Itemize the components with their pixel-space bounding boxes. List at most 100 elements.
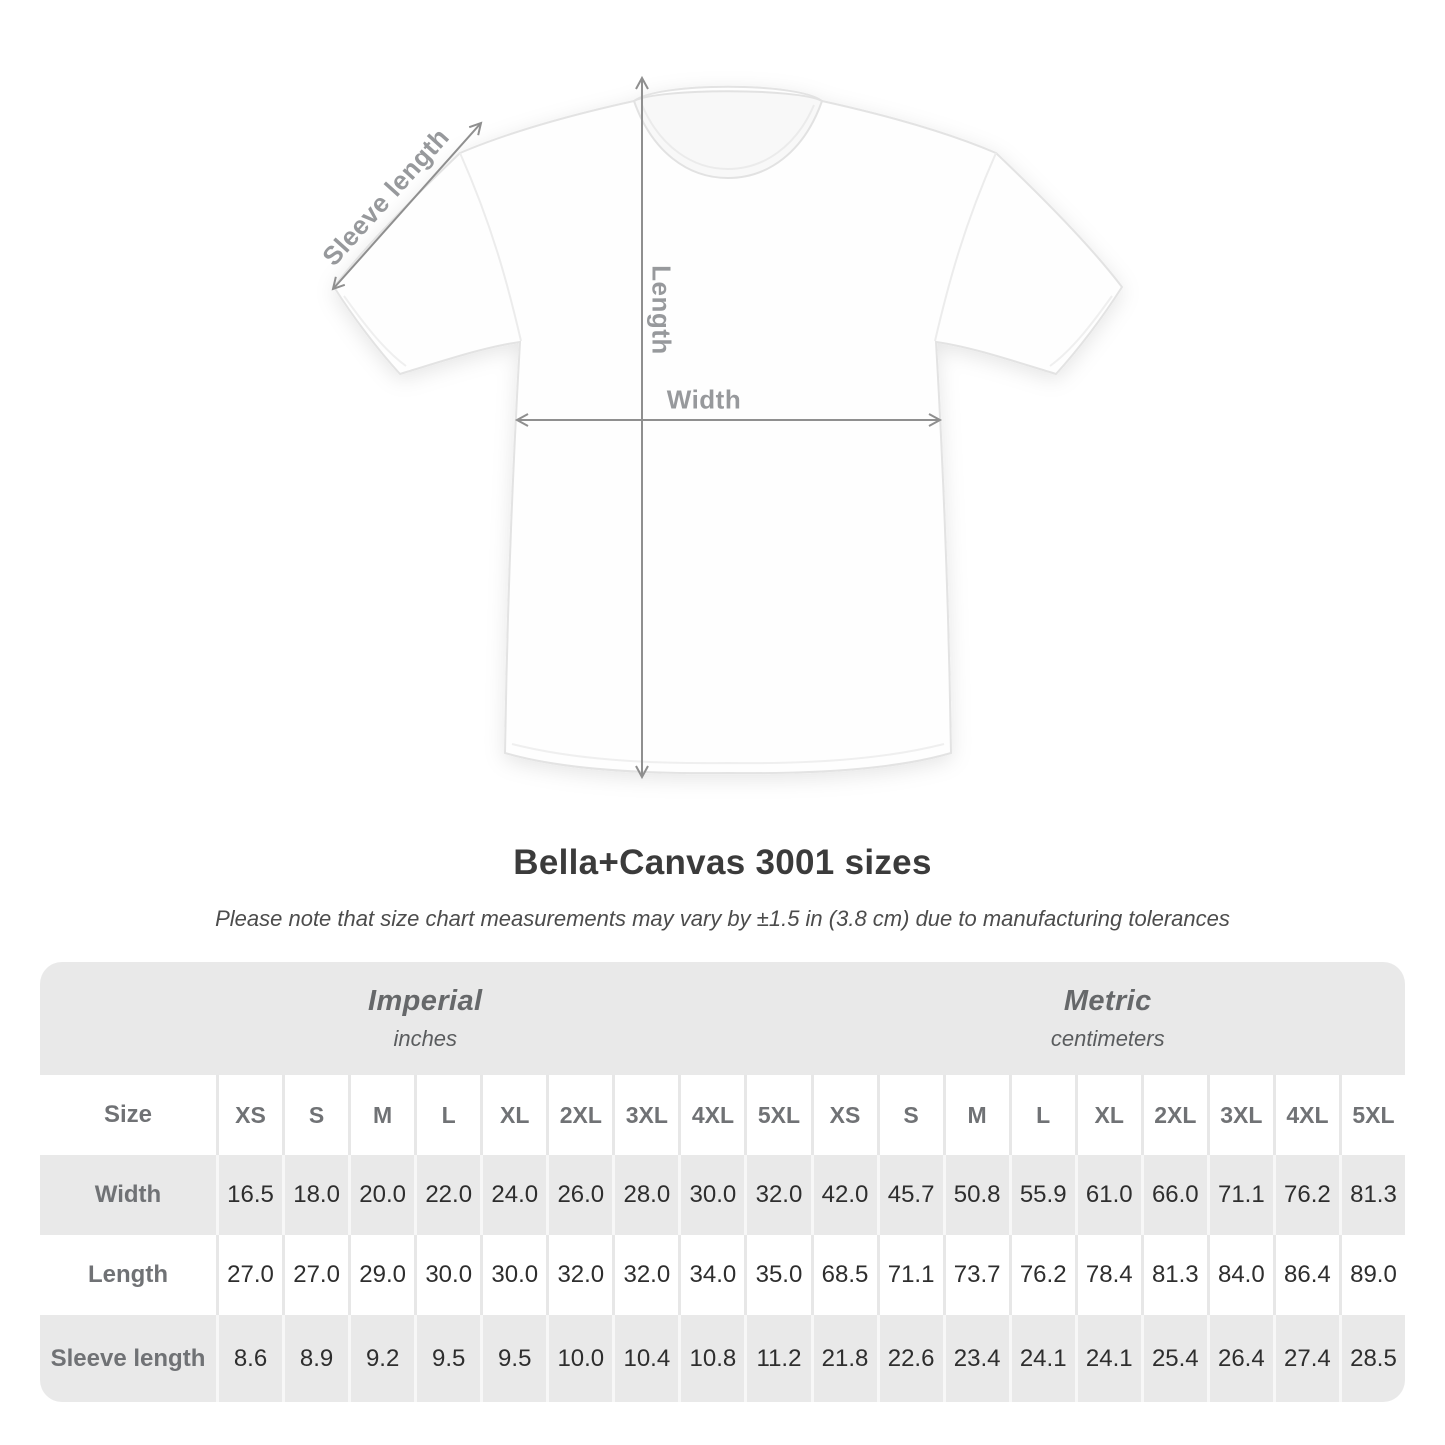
sleeve-length-value: 10.4 [612, 1315, 678, 1402]
length-value: 34.0 [678, 1235, 744, 1315]
length-value: 27.0 [282, 1235, 348, 1315]
length-value: 30.0 [414, 1235, 480, 1315]
length-value: 71.1 [876, 1235, 943, 1315]
width-value: 24.0 [480, 1155, 546, 1235]
width-value: 45.7 [876, 1155, 943, 1235]
sleeve-length-value: 9.5 [480, 1315, 546, 1402]
tshirt-hem-stitch [511, 743, 945, 765]
sleeve-length-value: 22.6 [876, 1315, 943, 1402]
width-value: 28.0 [612, 1155, 678, 1235]
length-value: 81.3 [1140, 1235, 1207, 1315]
length-row-label: Length [88, 1261, 168, 1288]
sleeve-length-value: 10.0 [546, 1315, 612, 1402]
imperial-subtitle: inches [393, 1026, 458, 1051]
tshirt-shape [332, 85, 1124, 775]
sleeve-length-value: 26.4 [1206, 1315, 1273, 1402]
length-value: 68.5 [810, 1235, 877, 1315]
sleeve-length-value: 9.2 [348, 1315, 414, 1402]
size-table: Imperial inches Metric centimeters Size … [40, 962, 1405, 1402]
sleeve-length-row-label: Sleeve length [50, 1344, 206, 1372]
size-col-header: L [1008, 1075, 1075, 1155]
length-value: 76.2 [1008, 1235, 1075, 1315]
length-value: 73.7 [942, 1235, 1009, 1315]
length-value: 89.0 [1338, 1235, 1405, 1315]
size-col-header: XL [480, 1075, 546, 1155]
size-col-header: 3XL [1206, 1075, 1273, 1155]
size-col-header: 3XL [612, 1075, 678, 1155]
width-value: 71.1 [1206, 1155, 1273, 1235]
tshirt-outline [332, 85, 1124, 775]
sleeve-length-value: 8.9 [282, 1315, 348, 1402]
size-col-header: M [942, 1075, 1009, 1155]
width-value: 32.0 [744, 1155, 810, 1235]
tshirt-collar [632, 90, 824, 180]
length-label: Length [646, 265, 677, 355]
sleeve-length-value: 9.5 [414, 1315, 480, 1402]
width-value: 26.0 [546, 1155, 612, 1235]
size-col-header: 2XL [1140, 1075, 1207, 1155]
tshirt-right-sleeve-stitch [1049, 295, 1113, 367]
width-value: 16.5 [216, 1155, 282, 1235]
width-value: 61.0 [1074, 1155, 1141, 1235]
sleeve-length-value: 28.5 [1338, 1315, 1405, 1402]
size-col-header: 5XL [744, 1075, 810, 1155]
sleeve-length-value: 21.8 [810, 1315, 877, 1402]
sleeve-length-value: 11.2 [744, 1315, 810, 1402]
sleeve-length-value: 10.8 [678, 1315, 744, 1402]
length-value: 78.4 [1074, 1235, 1141, 1315]
tshirt-right-armhole-seam [934, 152, 997, 342]
size-row-label: Size [103, 1101, 153, 1128]
sleeve-length-value: 27.4 [1272, 1315, 1339, 1402]
size-col-header: M [348, 1075, 414, 1155]
width-value: 18.0 [282, 1155, 348, 1235]
width-value: 76.2 [1272, 1155, 1339, 1235]
metric-title: Metric [1063, 985, 1152, 1017]
imperial-group-header: Imperial inches [40, 962, 811, 1075]
length-value: 27.0 [216, 1235, 282, 1315]
width-value: 55.9 [1008, 1155, 1075, 1235]
width-value: 50.8 [942, 1155, 1009, 1235]
width-value: 22.0 [414, 1155, 480, 1235]
length-value: 86.4 [1272, 1235, 1339, 1315]
size-col-header: XL [1074, 1075, 1141, 1155]
width-value: 20.0 [348, 1155, 414, 1235]
size-col-header: 2XL [546, 1075, 612, 1155]
size-col-header: S [282, 1075, 348, 1155]
length-value: 29.0 [348, 1235, 414, 1315]
length-value: 84.0 [1206, 1235, 1273, 1315]
metric-subtitle: centimeters [1050, 1026, 1165, 1051]
size-col-header: 4XL [1272, 1075, 1339, 1155]
measurement-arrows [331, 75, 943, 780]
width-row-label: Width [94, 1181, 162, 1208]
tshirt-left-sleeve-stitch [343, 295, 407, 367]
width-label: Width [666, 384, 742, 415]
tshirt-measurement-diagram: Sleeve length Length Width [316, 75, 1124, 780]
size-col-header: S [876, 1075, 943, 1155]
sleeve-length-value: 24.1 [1074, 1315, 1141, 1402]
metric-group-header: Metric centimeters [811, 962, 1406, 1075]
sleeve-length-value: 8.6 [216, 1315, 282, 1402]
length-value: 32.0 [612, 1235, 678, 1315]
page-title: Bella+Canvas 3001 sizes [513, 843, 932, 882]
sleeve-length-row: Sleeve length 8.6 8.9 9.2 9.5 9.5 10.0 1… [40, 1315, 1405, 1402]
width-value: 30.0 [678, 1155, 744, 1235]
sleeve-length-value: 24.1 [1008, 1315, 1075, 1402]
length-row: Length 27.0 27.0 29.0 30.0 30.0 32.0 32.… [40, 1235, 1405, 1315]
size-col-header: 4XL [678, 1075, 744, 1155]
size-col-header: XS [810, 1075, 877, 1155]
length-value: 35.0 [744, 1235, 810, 1315]
tolerance-note: Please note that size chart measurements… [215, 906, 1230, 931]
unit-header-band: Imperial inches Metric centimeters [40, 962, 1405, 1075]
sleeve-length-value: 23.4 [942, 1315, 1009, 1402]
imperial-title: Imperial [368, 985, 483, 1017]
width-value: 66.0 [1140, 1155, 1207, 1235]
size-header-row: Size XS S M L XL 2XL 3XL 4XL 5XL XS S M … [40, 1075, 1405, 1155]
sleeve-length-arrow [331, 121, 483, 291]
tshirt-illustration [331, 75, 1124, 780]
size-col-header: XS [216, 1075, 282, 1155]
length-value: 30.0 [480, 1235, 546, 1315]
width-value: 42.0 [810, 1155, 877, 1235]
size-col-header: L [414, 1075, 480, 1155]
tshirt-collar-rib [641, 104, 815, 171]
